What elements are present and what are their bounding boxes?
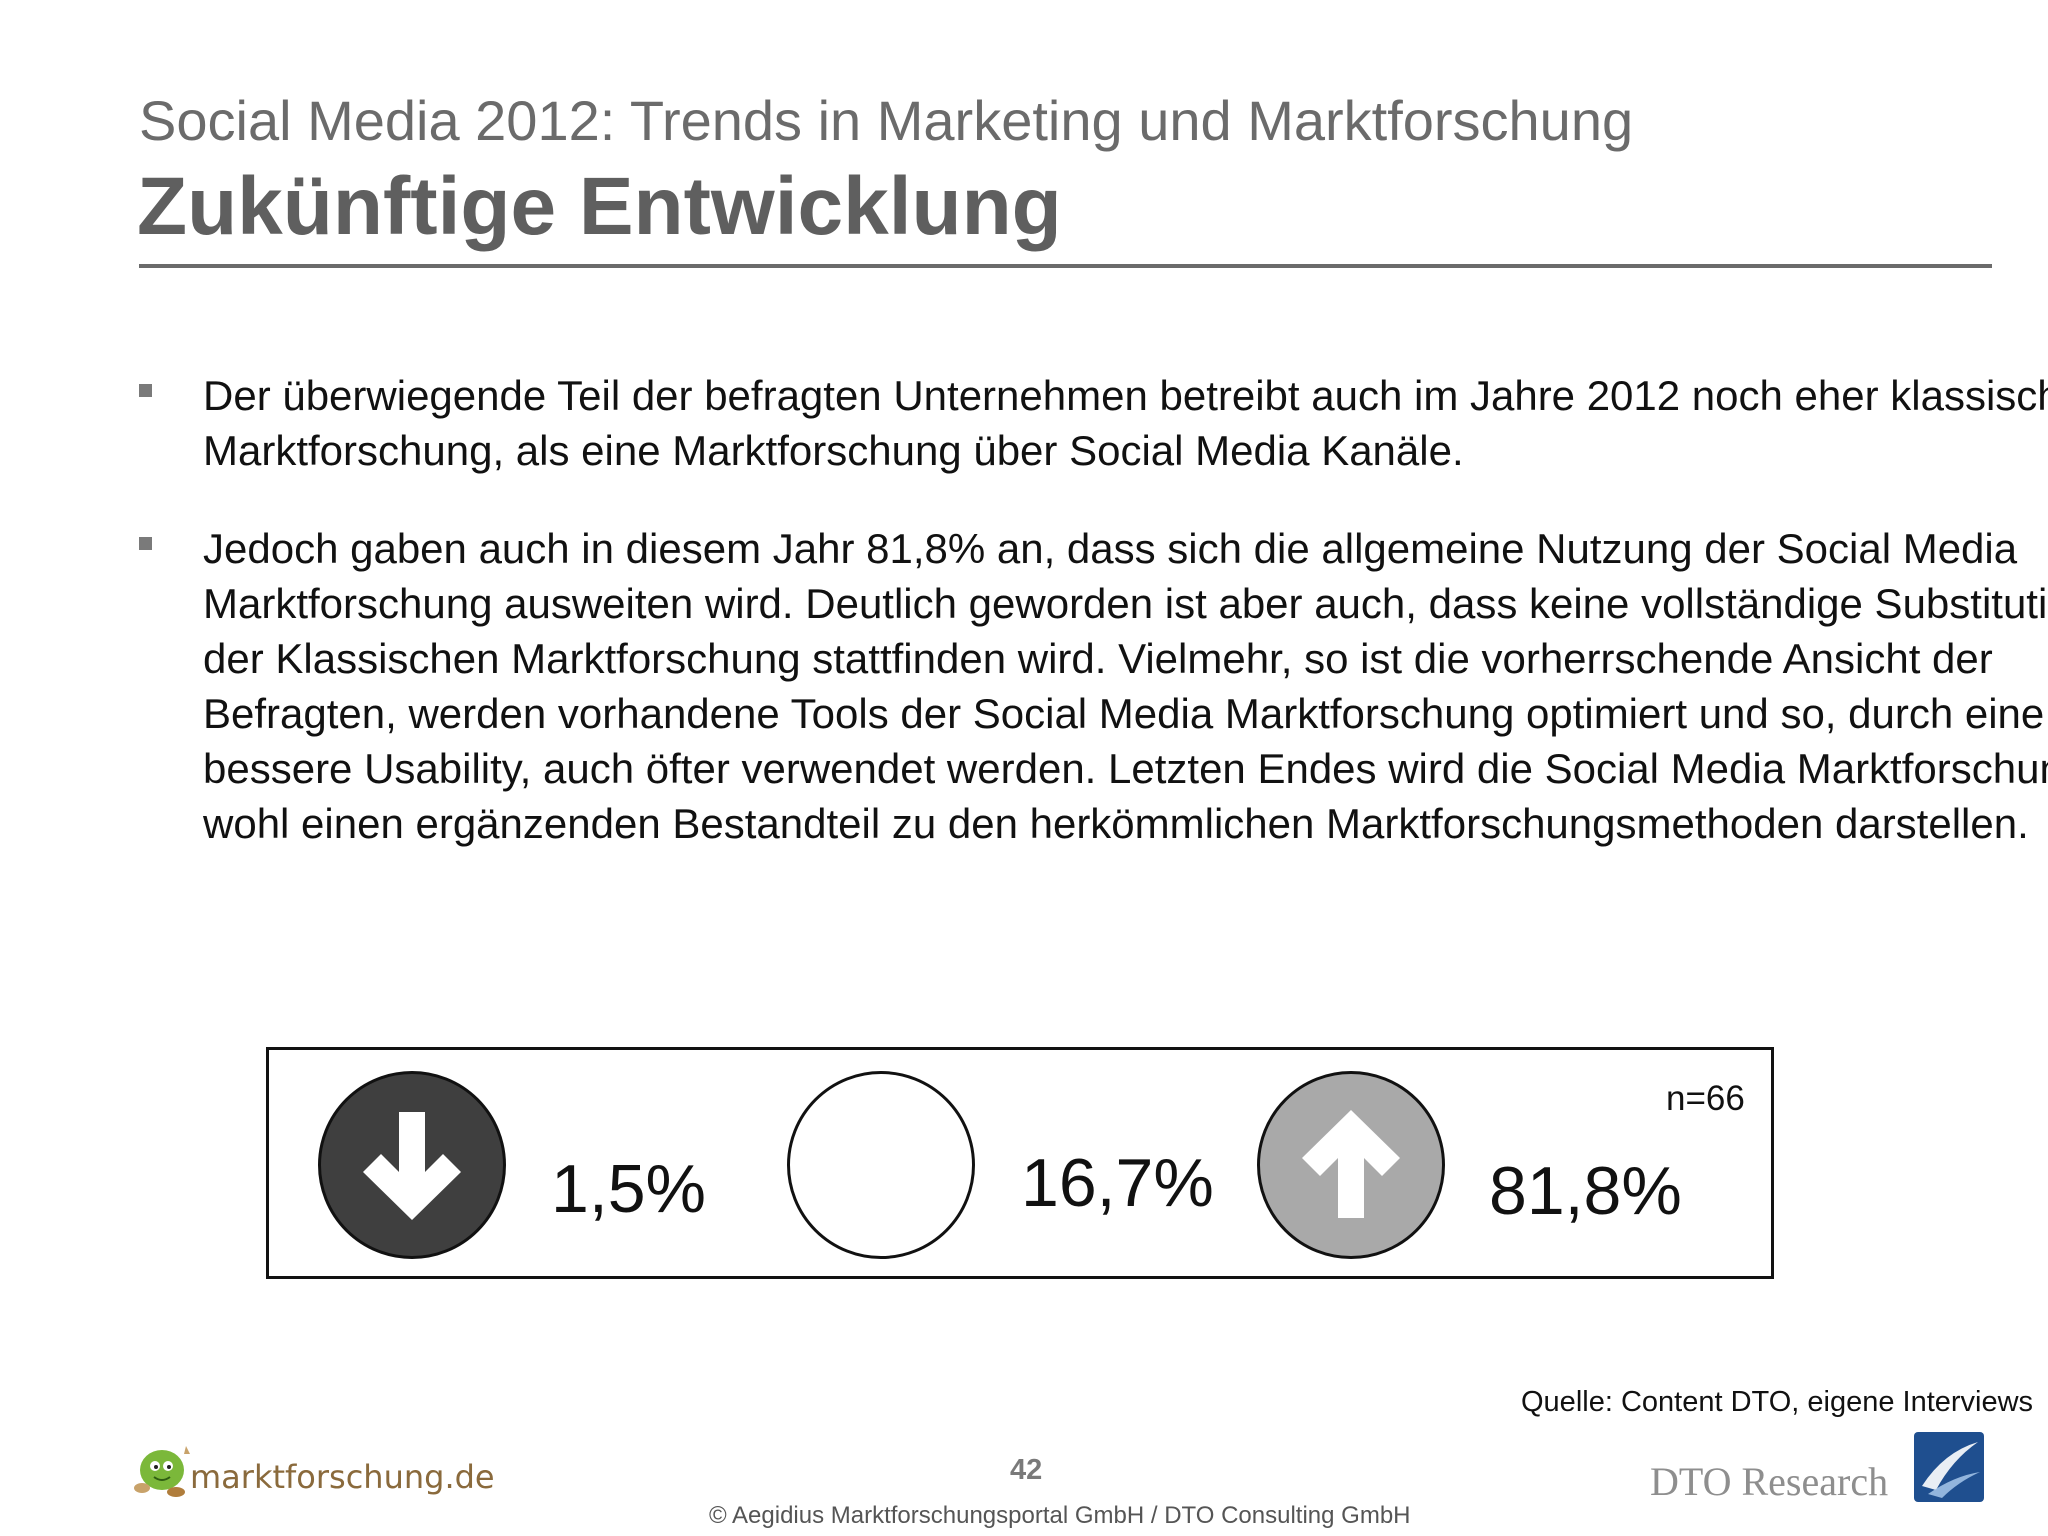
bullet-square-icon xyxy=(139,384,152,397)
slide-supertitle: Social Media 2012: Trends in Marketing u… xyxy=(139,89,1634,152)
dto-research-logo-text: DTO Research xyxy=(1650,1459,1889,1504)
marktforschung-logo: marktforschung.de xyxy=(128,1440,495,1510)
copyright-notice: © Aegidius Marktforschungsportal GmbH / … xyxy=(709,1502,1411,1529)
page-number: 42 xyxy=(1010,1454,1043,1486)
bullet-square-icon xyxy=(139,537,152,550)
result-value-unchanged: 16,7% xyxy=(1021,1145,1214,1221)
dto-research-logo: DTO Research xyxy=(1650,1430,1990,1510)
results-panel: 1,5% 16,7% 81,8% n=66 xyxy=(266,1047,1774,1279)
arrow-up-icon xyxy=(1257,1071,1445,1259)
marktforschung-logo-text: marktforschung.de xyxy=(190,1458,495,1496)
empty-circle-icon xyxy=(787,1071,975,1259)
bullet-text: Der überwiegende Teil der befragten Unte… xyxy=(203,372,2048,474)
title-divider xyxy=(139,264,1992,268)
sample-size-label: n=66 xyxy=(1666,1079,1745,1118)
slide-title: Zukünftige Entwicklung xyxy=(137,161,1062,252)
result-value-increase: 81,8% xyxy=(1489,1153,1682,1229)
result-value-decrease: 1,5% xyxy=(551,1151,706,1227)
mascot-icon xyxy=(134,1446,190,1497)
source-note: Quelle: Content DTO, eigene Interviews xyxy=(1521,1386,2034,1418)
bullet-text: Jedoch gaben auch in diesem Jahr 81,8% a… xyxy=(203,525,2048,847)
dto-swoosh-icon xyxy=(1914,1432,1984,1502)
arrow-down-icon xyxy=(318,1071,506,1259)
